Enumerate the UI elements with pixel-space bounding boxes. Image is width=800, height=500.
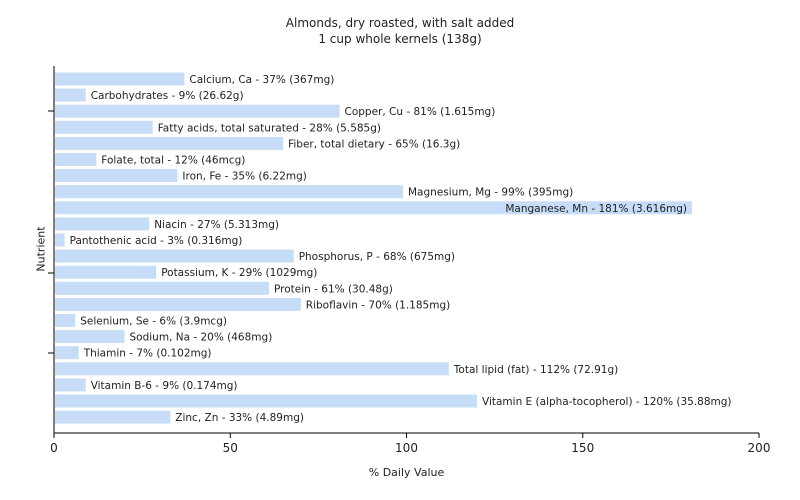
bar [55,249,294,263]
bar [55,314,76,327]
bar-label: Potassium, K - 29% (1029mg) [161,267,317,279]
bar [55,394,477,408]
chart-title: Almonds, dry roasted, with salt added [285,16,515,30]
chart-subtitle: 1 cup whole kernels (138g) [318,32,482,46]
bar-label: Thiamin - 7% (0.102mg) [83,348,212,360]
bar-label: Total lipid (fat) - 112% (72.91g) [453,364,618,376]
bar [55,330,125,344]
bar [55,233,65,247]
bar [55,136,284,150]
x-tick-label: 0 [50,441,58,455]
bar-label: Calcium, Ca - 37% (367mg) [189,74,334,86]
bar-label: Iron, Fe - 35% (6.22mg) [182,171,306,183]
bar [55,169,178,183]
bar [55,217,150,231]
bar-label: Vitamin E (alpha-tocopherol) - 120% (35.… [482,396,732,408]
bar-label: Sodium, Na - 20% (468mg) [130,332,273,344]
bar-label: Magnesium, Mg - 99% (395mg) [408,187,573,199]
bar-label: Fiber, total dietary - 65% (16.3g) [288,138,460,150]
bar-label: Manganese, Mn - 181% (3.616mg) [505,203,687,215]
bar-label: Copper, Cu - 81% (1.615mg) [345,106,496,118]
bar-label: Folate, total - 12% (46mcg) [101,155,245,167]
bar-label: Pantothenic acid - 3% (0.316mg) [70,235,243,247]
bar [55,104,340,118]
x-tick-label: 100 [395,441,418,455]
bar [55,153,97,166]
bar [55,72,185,86]
bar-label: Protein - 61% (30.48g) [274,283,393,295]
bar-label: Niacin - 27% (5.313mg) [154,219,279,231]
bar [55,378,86,392]
x-tick-label: 200 [748,441,771,455]
bar-label: Phosphorus, P - 68% (675mg) [299,251,455,263]
bar-label: Carbohydrates - 9% (26.62g) [91,90,244,102]
bar [55,88,86,102]
bar [55,281,269,295]
bar [55,346,79,360]
bar [55,297,301,311]
bar [55,362,449,376]
bar [55,120,153,134]
bar-label: Selenium, Se - 6% (3.9mcg) [80,316,227,328]
x-axis-label: % Daily Value [368,466,445,479]
bar [55,410,171,424]
bars-group: Calcium, Ca - 37% (367mg) Carbohydrates -… [55,72,732,424]
bar [55,185,403,199]
x-tick-label: 50 [223,441,238,455]
bar [55,265,157,279]
bar-label: Vitamin B-6 - 9% (0.174mg) [91,380,238,392]
axes-group: 0 50 100 150 200 [48,66,770,455]
bar [55,201,692,215]
y-axis-label: Nutrient [34,226,48,272]
bar-label: Riboflavin - 70% (1.185mg) [306,299,450,311]
bar-label: Zinc, Zn - 33% (4.89mg) [175,412,304,424]
x-tick-label: 150 [571,441,594,455]
bar-label: Fatty acids, total saturated - 28% (5.58… [158,122,381,134]
